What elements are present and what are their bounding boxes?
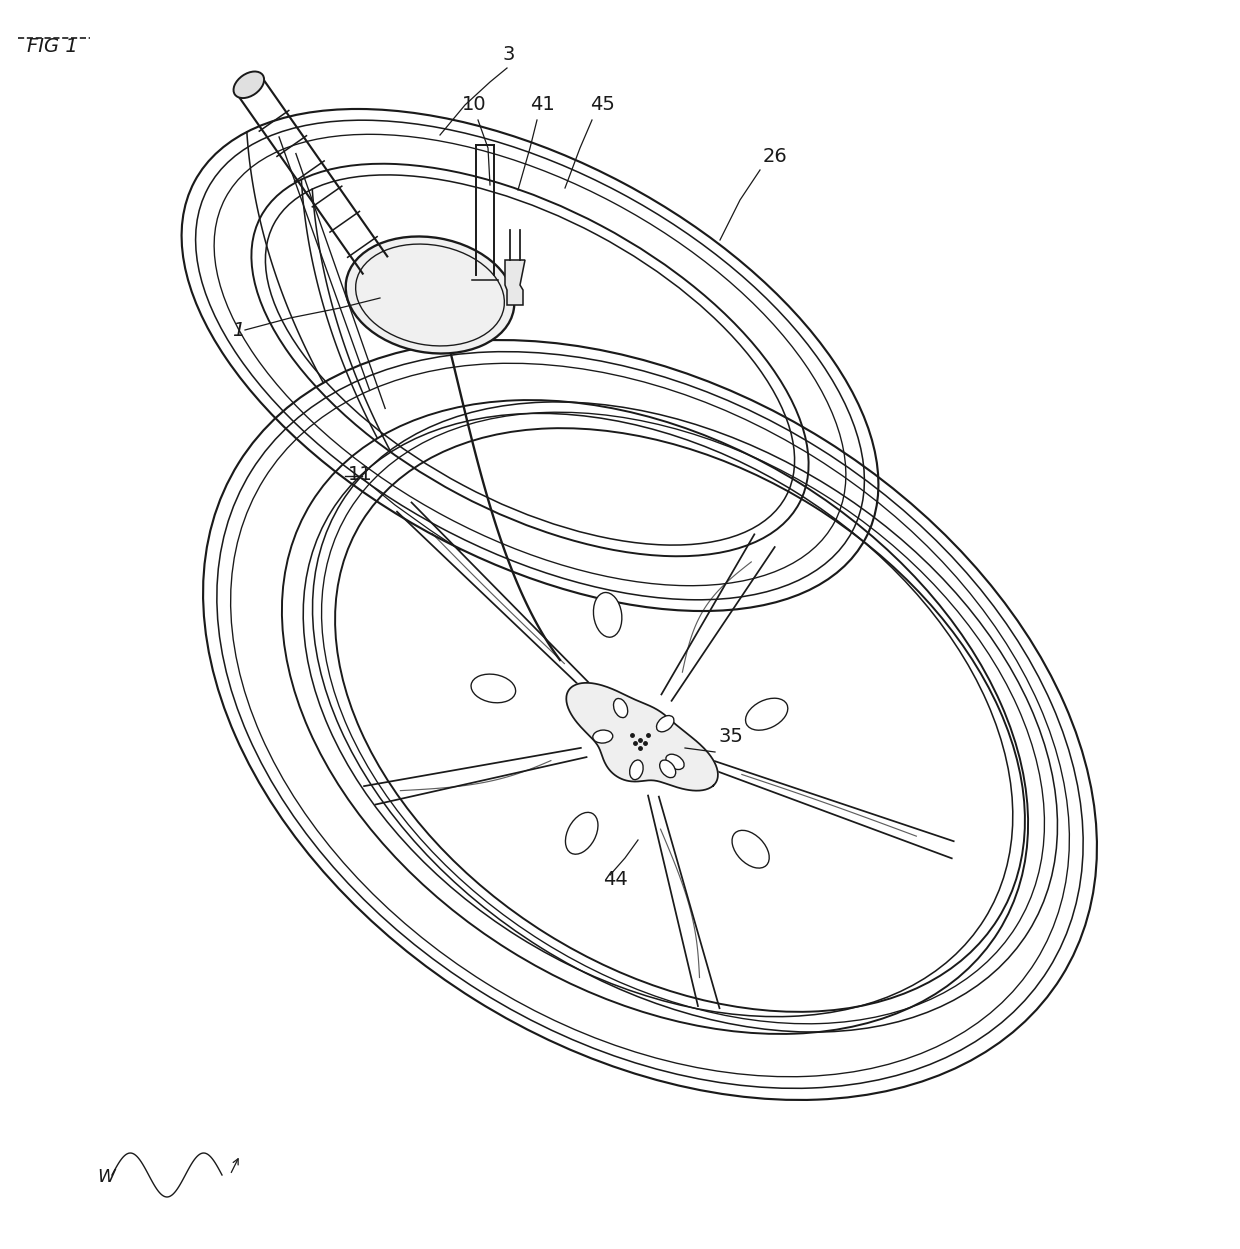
Ellipse shape: [732, 831, 769, 868]
Text: 44: 44: [603, 871, 627, 889]
Text: 1: 1: [232, 321, 244, 340]
Polygon shape: [505, 260, 525, 305]
Text: 26: 26: [763, 147, 787, 166]
Ellipse shape: [565, 812, 598, 854]
Ellipse shape: [594, 592, 622, 637]
Text: 45: 45: [590, 95, 615, 114]
Ellipse shape: [666, 754, 684, 769]
Text: FIG 1: FIG 1: [27, 37, 78, 56]
Text: W: W: [97, 1168, 115, 1187]
Text: 41: 41: [529, 95, 554, 114]
Ellipse shape: [614, 698, 627, 718]
Ellipse shape: [346, 236, 515, 353]
Polygon shape: [567, 683, 718, 791]
Ellipse shape: [660, 759, 676, 778]
Ellipse shape: [471, 674, 516, 703]
Ellipse shape: [593, 731, 613, 743]
Text: 3: 3: [503, 45, 516, 64]
Text: 10: 10: [463, 95, 486, 114]
Ellipse shape: [656, 716, 675, 732]
Ellipse shape: [630, 759, 644, 779]
Text: 35: 35: [718, 727, 743, 746]
Ellipse shape: [745, 698, 787, 731]
Text: 11: 11: [348, 465, 373, 485]
Ellipse shape: [233, 71, 264, 99]
